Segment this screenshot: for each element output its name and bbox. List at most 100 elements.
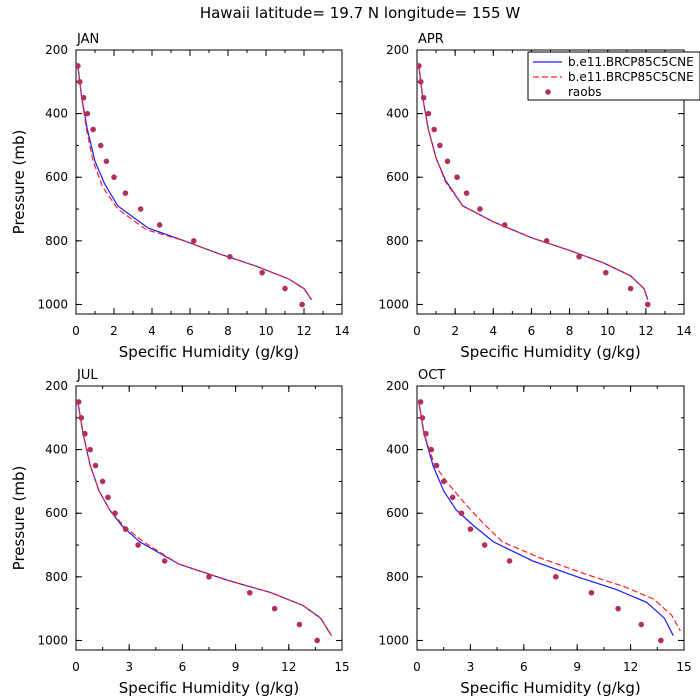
raobs-point (467, 526, 474, 532)
raobs-point (418, 79, 424, 85)
x-tick-label: 3 (125, 660, 133, 674)
x-tick-label: 3 (467, 660, 475, 674)
x-tick-label: 4 (489, 324, 497, 338)
raobs-point (191, 238, 197, 244)
y-tick-label: 1000 (378, 297, 409, 311)
raobs-point (477, 206, 483, 212)
raobs-point (433, 462, 440, 469)
x-tick-label: 9 (573, 660, 581, 674)
raobs-point (271, 605, 278, 612)
model-line-dashed (77, 65, 313, 301)
raobs-point (122, 526, 129, 532)
raobs-point (78, 415, 85, 421)
x-tick-label: 6 (186, 324, 194, 338)
x-tick-label: 0 (413, 324, 421, 338)
y-tick-label: 200 (386, 43, 409, 57)
x-tick-label: 0 (72, 324, 80, 338)
figure-title: Hawaii latitude= 19.7 N longitude= 155 W (200, 4, 520, 22)
raobs-point (161, 558, 168, 564)
x-tick-label: 15 (676, 660, 691, 674)
raobs-point (227, 253, 233, 260)
y-tick-label: 800 (45, 570, 68, 584)
x-tick-label: 6 (528, 324, 536, 338)
raobs-point (137, 206, 144, 212)
raobs-point (576, 253, 582, 260)
raobs-point (458, 510, 465, 517)
raobs-point (417, 63, 422, 69)
x-tick-label: 2 (110, 324, 118, 338)
y-tick-label: 600 (386, 506, 409, 520)
raobs-point (506, 558, 513, 564)
raobs-point (481, 542, 488, 548)
model-line-dashed (418, 65, 649, 300)
x-tick-label: 4 (148, 324, 156, 338)
y-tick-label: 400 (45, 443, 68, 457)
raobs-point (425, 110, 432, 117)
raobs-point (444, 158, 451, 165)
y-tick-label: 1000 (378, 633, 409, 647)
y-tick-label: 200 (386, 379, 409, 393)
raobs-point (658, 637, 664, 644)
y-tick-label: 800 (386, 234, 409, 248)
plot-frame (416, 385, 685, 651)
raobs-point (440, 478, 447, 485)
series-group (76, 63, 313, 308)
raobs-point (463, 190, 470, 196)
panel-title: JUL (76, 368, 98, 383)
x-tick-label: 6 (179, 660, 187, 674)
x-tick-label: 14 (676, 324, 691, 338)
raobs-point (76, 399, 82, 405)
legend-label: b.e11.BRCP85C5CNE (568, 55, 694, 69)
raobs-point (543, 238, 550, 244)
raobs-point (627, 285, 634, 292)
y-axis-title: Pressure (mb) (10, 130, 28, 235)
raobs-point (206, 574, 212, 580)
model-line-solid (418, 401, 674, 636)
x-axis-title: Specific Humidity (g/kg) (460, 679, 640, 697)
model-line-solid (77, 401, 332, 637)
x-tick-label: 8 (224, 324, 232, 338)
y-tick-label: 600 (45, 506, 68, 520)
y-tick-label: 400 (386, 443, 409, 457)
raobs-point (87, 446, 93, 453)
y-tick-label: 200 (45, 43, 68, 57)
x-tick-label: 10 (600, 324, 615, 338)
x-axis-title: Specific Humidity (g/kg) (119, 679, 299, 697)
raobs-point (122, 190, 129, 196)
raobs-point (431, 126, 437, 133)
raobs-point (99, 478, 106, 485)
panel-jul: 0 3 6 9 12 15 200 400 600 800 1000 JUL Specific Humi… (10, 368, 350, 697)
panel-title: OCT (418, 368, 445, 383)
raobs-point (112, 510, 118, 517)
panel-title: APR (418, 32, 444, 47)
x-tick-label: 2 (451, 324, 459, 338)
y-tick-label: 400 (45, 107, 68, 121)
raobs-point (105, 494, 111, 501)
y-tick-label: 600 (386, 170, 409, 184)
raobs-point (80, 94, 87, 101)
model-line-solid (77, 65, 313, 301)
raobs-point (246, 589, 253, 596)
raobs-point (644, 301, 651, 308)
y-tick-label: 800 (386, 570, 409, 584)
raobs-point (97, 142, 104, 149)
raobs-point (314, 637, 320, 644)
y-tick-label: 1000 (37, 297, 68, 311)
x-tick-label: 14 (334, 324, 349, 338)
raobs-point (638, 621, 645, 628)
raobs-point (296, 621, 303, 628)
x-tick-label: 12 (296, 324, 311, 338)
series-group (76, 399, 332, 644)
x-axis-title: Specific Humidity (g/kg) (460, 343, 640, 361)
raobs-point (454, 174, 460, 181)
raobs-point (437, 142, 443, 149)
x-tick-label: 6 (520, 660, 528, 674)
x-tick-label: 12 (623, 660, 638, 674)
raobs-point (501, 222, 508, 228)
series-group (417, 399, 681, 644)
x-tick-label: 10 (258, 324, 273, 338)
raobs-point (420, 94, 427, 101)
